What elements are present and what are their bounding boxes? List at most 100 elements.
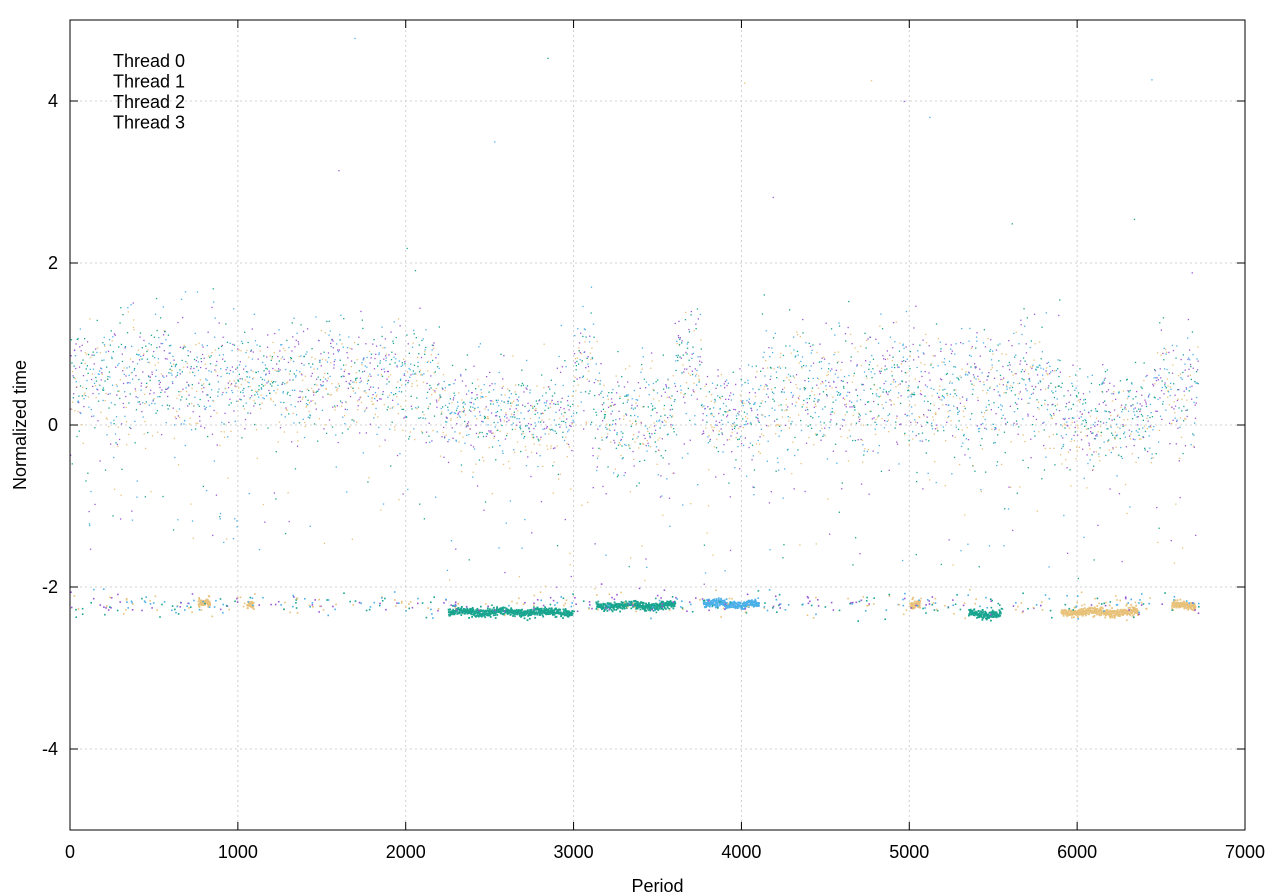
data-point	[663, 408, 665, 410]
data-point	[696, 384, 698, 386]
data-point	[84, 338, 86, 340]
data-point	[662, 514, 664, 516]
data-point	[873, 384, 876, 386]
data-point	[580, 332, 582, 334]
data-point	[95, 376, 97, 379]
data-point	[513, 449, 515, 451]
data-point	[408, 438, 410, 440]
data-point	[207, 331, 209, 333]
data-point	[360, 396, 362, 398]
data-point	[415, 337, 417, 339]
data-point	[180, 399, 182, 401]
data-point	[194, 428, 197, 430]
data-point	[1159, 368, 1161, 370]
data-point	[1029, 397, 1031, 399]
data-point	[657, 439, 659, 441]
data-point	[236, 367, 239, 369]
data-point	[533, 405, 536, 408]
data-point	[588, 341, 591, 343]
data-point	[708, 391, 710, 393]
data-point	[833, 381, 835, 383]
data-point	[658, 420, 660, 422]
data-point	[700, 388, 702, 390]
data-point	[509, 611, 512, 614]
data-point	[1019, 360, 1022, 362]
data-point	[878, 445, 880, 447]
data-point	[562, 431, 564, 433]
data-point	[469, 612, 472, 614]
data-point	[623, 386, 626, 388]
data-point	[1062, 418, 1064, 420]
data-point	[1170, 540, 1172, 542]
data-point	[798, 362, 800, 364]
data-point	[832, 450, 834, 452]
data-point	[1015, 420, 1018, 422]
data-point	[199, 420, 201, 422]
data-point	[267, 381, 269, 383]
data-point	[512, 400, 515, 402]
data-point	[1038, 431, 1040, 433]
data-point	[385, 357, 387, 359]
data-point	[573, 412, 575, 414]
data-point	[407, 380, 410, 382]
data-point	[194, 332, 196, 334]
data-point	[279, 369, 281, 371]
data-point	[755, 365, 757, 367]
data-point	[1150, 426, 1152, 428]
data-point	[888, 413, 891, 415]
data-point	[526, 388, 528, 390]
data-point	[118, 390, 120, 392]
data-point	[127, 382, 129, 384]
data-point	[642, 356, 644, 358]
data-point	[896, 443, 899, 445]
data-point	[244, 428, 246, 430]
data-point	[1082, 393, 1085, 395]
data-point	[697, 318, 699, 320]
data-point	[1109, 488, 1111, 490]
data-point	[81, 395, 84, 397]
data-point	[856, 400, 858, 402]
data-point	[142, 416, 144, 418]
data-point	[775, 425, 777, 427]
data-point	[1109, 411, 1111, 414]
data-point	[817, 399, 819, 401]
data-point	[498, 371, 500, 374]
data-point	[424, 417, 427, 420]
data-point	[312, 391, 315, 393]
data-point	[1175, 503, 1177, 505]
data-point	[92, 351, 94, 353]
data-point	[533, 608, 536, 611]
data-point	[654, 429, 657, 431]
data-point	[1136, 390, 1138, 393]
data-point	[668, 497, 671, 499]
data-point	[350, 386, 352, 388]
data-point	[336, 390, 338, 392]
data-point	[390, 359, 393, 361]
data-point	[934, 413, 936, 415]
data-point	[553, 419, 555, 421]
data-point	[737, 427, 740, 430]
data-point	[1063, 423, 1065, 425]
data-point	[426, 391, 429, 393]
data-point	[957, 411, 959, 414]
data-point	[537, 412, 539, 414]
data-point	[925, 333, 927, 336]
data-point	[1119, 380, 1122, 382]
data-point	[398, 499, 400, 501]
data-point	[351, 348, 353, 350]
data-point	[939, 378, 942, 380]
data-point	[138, 354, 140, 356]
data-point	[146, 350, 148, 353]
data-point	[96, 351, 98, 354]
data-point	[257, 371, 259, 373]
data-point	[1106, 391, 1108, 393]
data-point	[145, 401, 147, 403]
data-point	[583, 410, 585, 412]
data-point	[80, 412, 82, 415]
data-point	[381, 375, 384, 377]
data-point	[971, 393, 974, 395]
data-point	[1189, 359, 1191, 361]
data-point	[147, 431, 149, 434]
data-point	[1117, 426, 1119, 428]
data-point	[975, 378, 977, 380]
